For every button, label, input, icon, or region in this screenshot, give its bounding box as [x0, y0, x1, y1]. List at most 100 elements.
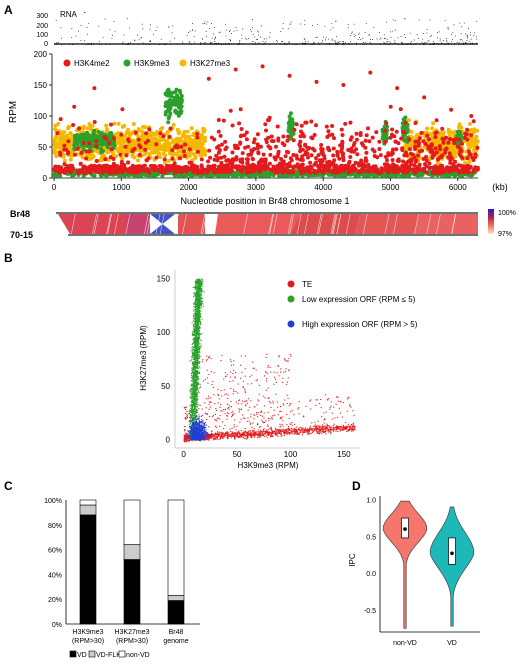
chip-point-h3k9me3 — [85, 131, 89, 135]
b-point-te — [291, 422, 292, 423]
rna-point — [190, 43, 191, 44]
chip-point-h3k4me2 — [138, 170, 142, 174]
chip-point-h3k4me2 — [263, 122, 267, 126]
b-point-te — [184, 429, 185, 430]
chip-point-h3k4me2 — [284, 154, 288, 158]
rna-point — [325, 26, 326, 27]
chip-point-h3k4me2 — [147, 127, 151, 131]
rna-point — [253, 34, 254, 35]
rna-point — [283, 23, 284, 24]
b-point-te — [187, 415, 188, 416]
chip-point-h3k4me2 — [146, 139, 150, 143]
chip-point-h3k9me3 — [180, 94, 184, 98]
panel-label-a: A — [4, 3, 13, 17]
chip-point-h3k4me2 — [121, 170, 125, 174]
chip-point-h3k4me2 — [207, 149, 211, 153]
rna-point — [340, 43, 341, 44]
rna-point — [458, 44, 459, 45]
chip-point-h3k4me2 — [327, 148, 331, 152]
chip-point-h3k27me3 — [192, 141, 196, 145]
b-point-te — [351, 431, 352, 432]
rna-point — [467, 35, 468, 36]
rna-point — [160, 44, 161, 45]
chip-point-h3k27me3 — [161, 145, 165, 149]
chip-point-h3k4me2 — [270, 135, 274, 139]
chip-point-h3k27me3 — [467, 160, 471, 164]
chip-point-h3k4me2 — [310, 153, 314, 157]
chip-point-h3k4me2 — [425, 134, 429, 138]
chip-point-h3k4me2 — [309, 120, 313, 124]
b-point-te — [202, 409, 203, 410]
b-point-te — [206, 413, 207, 414]
legend-label-h3k27me3: H3K27me3 — [190, 59, 231, 68]
chip-point-h3k4me2 — [159, 131, 163, 135]
chip-point-h3k4me2 — [377, 170, 381, 174]
chip-point-h3k9me3 — [453, 173, 457, 177]
chip-point-h3k4me2 — [120, 107, 124, 111]
rna-point — [263, 44, 264, 45]
rna-point — [330, 30, 331, 31]
rna-point — [288, 28, 289, 29]
chip-point-h3k4me2 — [272, 139, 276, 143]
chip-point-h3k4me2 — [109, 123, 113, 127]
chip-point-h3k4me2 — [245, 165, 249, 169]
chip-point-h3k4me2 — [286, 150, 290, 154]
b-point-te — [329, 425, 330, 426]
rna-point — [174, 38, 175, 39]
rna-point — [459, 23, 460, 24]
chip-point-h3k4me2 — [435, 130, 439, 134]
synteny-ribbon — [178, 214, 205, 234]
b-point-te — [281, 424, 282, 425]
b-point-te — [282, 416, 283, 417]
chip-point-h3k4me2 — [222, 119, 226, 123]
rna-point — [307, 43, 308, 44]
chip-point-h3k4me2 — [377, 140, 381, 144]
chip-point-h3k4me2 — [359, 160, 363, 164]
chip-xunit: (kb) — [492, 182, 508, 192]
chip-point-h3k27me3 — [138, 129, 142, 133]
rna-point — [215, 38, 216, 39]
rna-point — [401, 36, 402, 37]
rna-point — [449, 44, 450, 45]
b-point-te — [247, 437, 248, 438]
rna-point — [319, 44, 320, 45]
rna-point — [214, 39, 215, 40]
synteny-plot: Br48 70-15 100% 97% — [10, 209, 516, 240]
chip-point-h3k4me2 — [320, 151, 324, 155]
rna-point — [326, 37, 327, 38]
b-point-te — [209, 416, 210, 417]
rna-point — [354, 36, 355, 37]
rna-point — [177, 44, 178, 45]
chip-point-h3k4me2 — [267, 118, 271, 122]
chip-point-h3k4me2 — [163, 157, 167, 161]
chip-point-h3k4me2 — [374, 130, 378, 134]
rna-point — [425, 44, 426, 45]
b-point-te — [345, 422, 346, 423]
chip-point-h3k9me3 — [403, 116, 407, 120]
rna-point — [129, 28, 130, 29]
b-point-te — [300, 427, 301, 428]
rna-point — [369, 34, 370, 35]
chip-point-h3k4me2 — [354, 161, 358, 165]
chip-point-h3k4me2 — [210, 136, 214, 140]
chip-point-h3k4me2 — [295, 122, 299, 126]
rna-point — [316, 44, 317, 45]
chip-point-h3k9me3 — [104, 174, 108, 178]
chip-point-h3k4me2 — [371, 136, 375, 140]
rna-point — [443, 40, 444, 41]
rna-point — [325, 43, 326, 44]
rna-point — [124, 35, 125, 36]
rna-point — [356, 43, 357, 44]
rna-point — [351, 44, 352, 45]
chip-point-h3k4me2 — [190, 167, 194, 171]
chip-point-h3k4me2 — [321, 169, 325, 173]
b-point-te — [249, 421, 250, 422]
chip-point-h3k27me3 — [119, 144, 123, 148]
chip-point-h3k4me2 — [119, 133, 123, 137]
chip-point-h3k4me2 — [468, 153, 472, 157]
rna-point — [115, 31, 116, 32]
chip-point-h3k4me2 — [396, 159, 400, 163]
chip-point-h3k9me3 — [117, 174, 121, 178]
chip-point-h3k4me2 — [449, 108, 453, 112]
rna-point — [149, 41, 150, 42]
